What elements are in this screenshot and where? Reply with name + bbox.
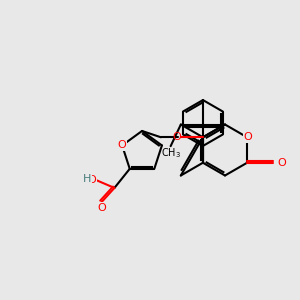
Text: O: O: [118, 140, 127, 150]
Text: O: O: [172, 132, 181, 142]
Text: O: O: [243, 132, 252, 142]
Text: H: H: [83, 174, 91, 184]
Text: O: O: [97, 202, 106, 213]
Text: CH$_3$: CH$_3$: [160, 146, 181, 160]
Text: O: O: [88, 175, 97, 185]
Text: O: O: [277, 158, 286, 168]
